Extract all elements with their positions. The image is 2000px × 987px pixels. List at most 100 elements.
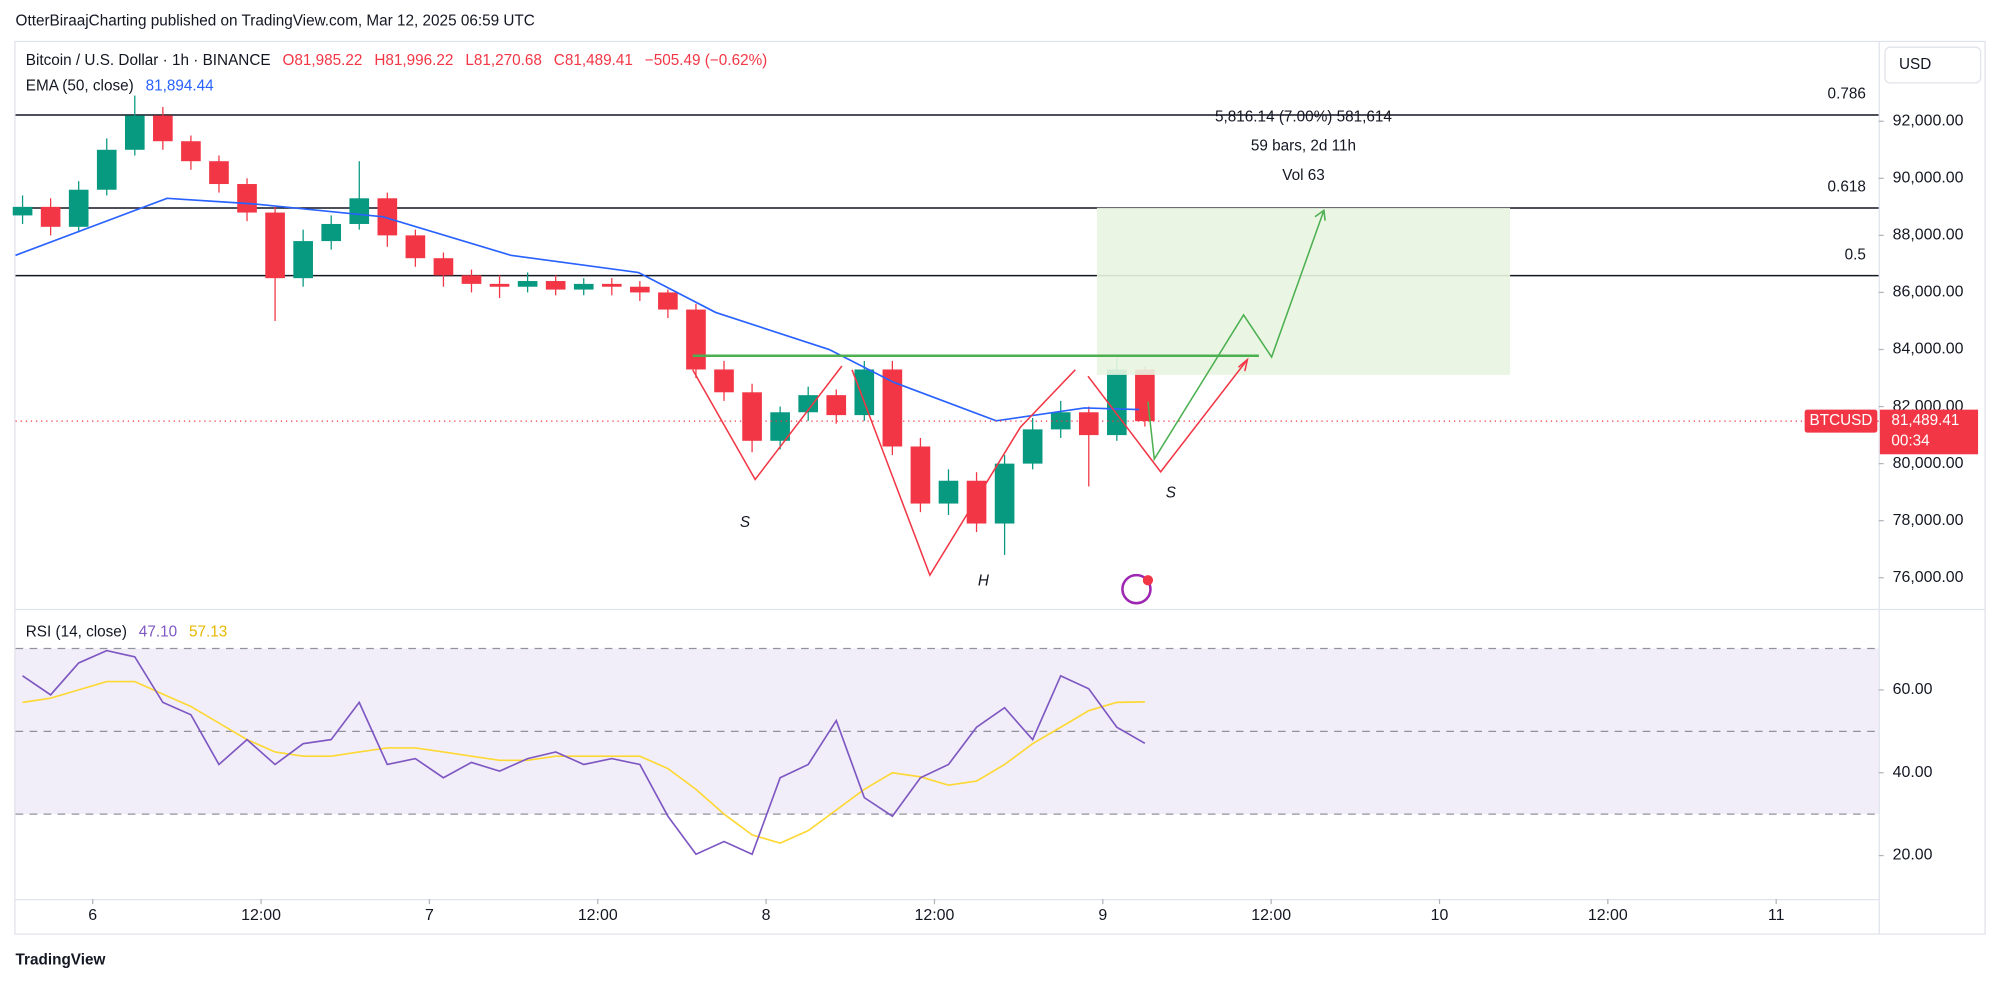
candle-body — [742, 392, 762, 441]
y-tick-label: 20.00 — [1893, 847, 1933, 864]
y-tick-label: 78,000.00 — [1893, 512, 1964, 529]
x-tick-label: 7 — [425, 907, 434, 924]
symbol-tag — [1804, 409, 1878, 433]
candle-body — [40, 206, 61, 227]
candle-body — [181, 141, 201, 162]
rsi-ma-value: 57.13 — [189, 624, 227, 641]
x-tick-label: 6 — [88, 907, 97, 924]
rsi-line — [22, 649, 1146, 856]
rsi-line — [22, 680, 1145, 845]
candle-body — [686, 309, 706, 370]
change: −505.49 (−0.62%) — [645, 52, 767, 69]
x-tick-label: 8 — [762, 907, 771, 924]
candle-body — [573, 283, 594, 290]
x-tick-label: 12:00 — [578, 907, 618, 924]
rsi-name: RSI (14, close) — [26, 624, 127, 641]
candle-body — [910, 446, 931, 504]
x-tick-label: 9 — [1098, 907, 1107, 924]
legend-title: Bitcoin / U.S. Dollar · 1h · BINANCE O81… — [26, 52, 768, 69]
y-tick-label: 88,000.00 — [1893, 227, 1964, 244]
candle-body — [489, 283, 510, 287]
brand: TradingView — [16, 951, 106, 968]
candle-body — [714, 369, 734, 393]
price-labels: 76,000.0078,000.0080,000.0082,000.0084,0… — [88, 112, 1979, 924]
y-tick-label: 90,000.00 — [1893, 170, 1964, 187]
pattern-label: S — [1166, 485, 1177, 502]
currency[interactable]: USD — [1899, 56, 1931, 73]
y-tick-label: 76,000.00 — [1893, 569, 1964, 586]
candle-body — [1078, 412, 1099, 436]
candle-body — [1107, 369, 1127, 436]
x-tick-label: 10 — [1431, 907, 1449, 924]
symbol-title: Bitcoin / U.S. Dollar · 1h · BINANCE — [26, 52, 271, 69]
candle-body — [994, 463, 1015, 524]
candle-body — [265, 212, 285, 279]
candle-body — [1135, 369, 1155, 422]
fib-label: 0.786 — [1828, 86, 1866, 103]
measure-text: 59 bars, 2d 11h — [1251, 138, 1356, 155]
y-tick-label: 92,000.00 — [1893, 112, 1964, 129]
y-tick-label: 84,000.00 — [1893, 341, 1964, 358]
candle-body — [938, 480, 959, 504]
arrow-head — [1314, 209, 1326, 221]
measure-text: Vol 63 — [1282, 167, 1325, 184]
y-tick-label: 60.00 — [1893, 681, 1933, 698]
target-zone — [1096, 207, 1511, 375]
ohlc: L81,270.68 — [465, 52, 542, 69]
ema-line — [15, 197, 1140, 422]
candle-body — [96, 149, 117, 190]
candle-body — [854, 369, 875, 416]
right-shoulder-line — [1087, 359, 1248, 474]
candle-body — [209, 161, 229, 185]
x-tick-label: 12:00 — [241, 907, 281, 924]
candle-body — [1022, 429, 1043, 464]
countdown: 00:34 — [1891, 433, 1930, 450]
price-pane: 0.786 0.618 0.5 — [12, 86, 1884, 905]
price-tag-text: 81,489.41 — [1891, 412, 1959, 429]
candle-body — [461, 275, 482, 284]
ohlc: C81,489.41 — [554, 52, 633, 69]
rsi-value: 47.10 — [139, 624, 177, 641]
ema-legend: EMA (50, close) 81,894.44 — [26, 78, 214, 95]
event-icon-dot — [1142, 575, 1154, 586]
candle-body — [349, 198, 370, 224]
candle-body — [630, 286, 650, 293]
measure-text: 5,816.14 (7.00%) 581,614 — [1215, 108, 1392, 125]
candle-body — [798, 395, 819, 413]
fib-label: 0.5 — [1845, 246, 1866, 263]
candle-body — [377, 198, 398, 236]
y-tick-label: 40.00 — [1893, 764, 1933, 781]
x-tick-label: 11 — [1768, 907, 1785, 924]
rsi-legend: RSI (14, close) 47.10 57.13 — [26, 624, 228, 641]
candle-body — [153, 115, 173, 142]
ema-name: EMA (50, close) — [26, 78, 134, 95]
candle-body — [826, 395, 847, 416]
candle-body — [405, 235, 426, 259]
candle-body — [433, 258, 454, 276]
y-tick-label: 86,000.00 — [1893, 284, 1964, 301]
currency-button[interactable] — [1884, 46, 1982, 84]
y-tick-label: 80,000.00 — [1893, 455, 1964, 472]
candle-body — [545, 281, 566, 290]
candle-body — [882, 369, 903, 447]
ohlc: O81,985.22 — [282, 52, 362, 69]
candle-body — [237, 184, 257, 213]
pattern-label: S — [740, 514, 751, 531]
candle-body — [321, 223, 342, 242]
fib-label: 0.618 — [1828, 179, 1866, 196]
symbol-tag-text: BTCUSD — [1810, 412, 1873, 429]
projection-path — [1147, 210, 1325, 462]
x-tick-label: 12:00 — [915, 907, 955, 924]
event-icon[interactable] — [1121, 573, 1152, 605]
ema-value: 81,894.44 — [146, 78, 215, 95]
left-shoulder-line — [692, 365, 843, 481]
candle-body — [12, 206, 33, 216]
x-tick-label: 12:00 — [1588, 907, 1628, 924]
frame — [14, 40, 1986, 935]
pattern-label: H — [978, 573, 990, 590]
head-line — [851, 369, 1076, 577]
candle-body — [124, 115, 145, 150]
candle-body — [770, 412, 790, 441]
ohlc: H81,996.22 — [374, 52, 453, 69]
